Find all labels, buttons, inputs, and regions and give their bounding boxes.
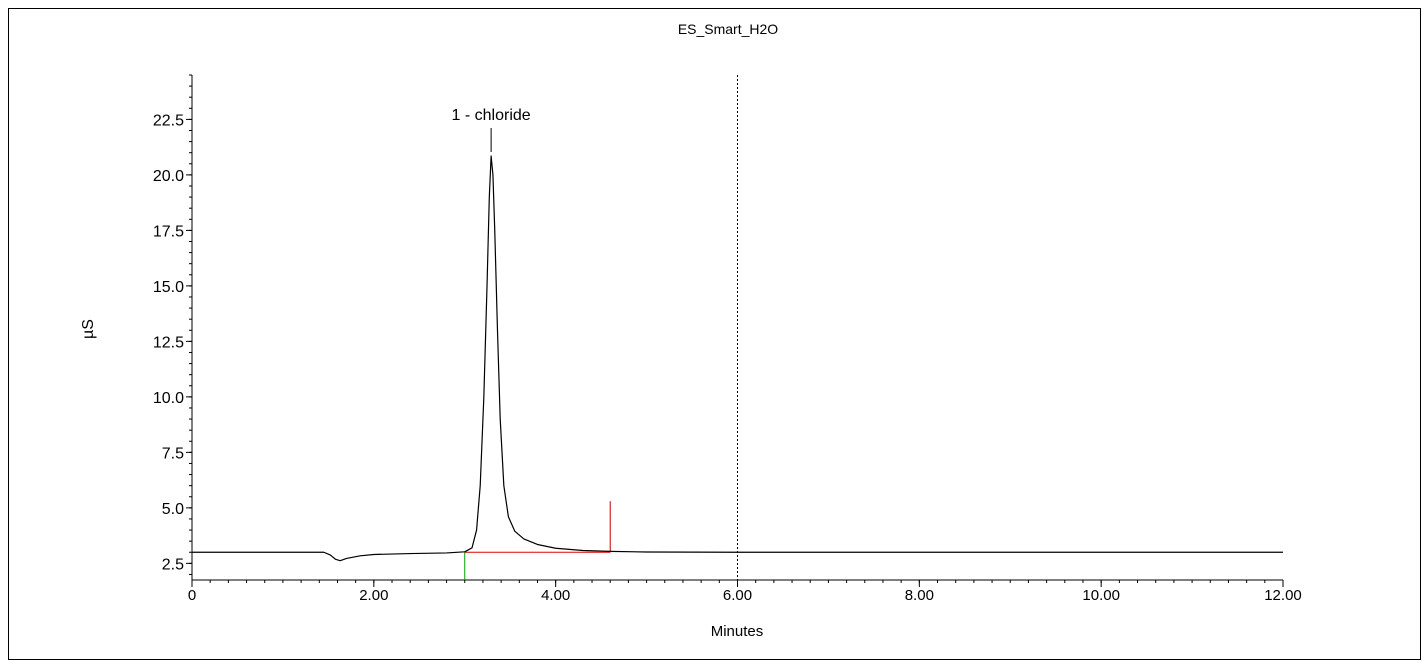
y-tick-label: 12.5 (153, 334, 184, 351)
x-tick-label: 2.00 (359, 587, 388, 604)
x-tick-label: 8.00 (905, 587, 934, 604)
x-tick-label: 0 (188, 587, 196, 604)
x-tick-label: 6.00 (723, 587, 752, 604)
x-tick-label: 4.00 (541, 587, 570, 604)
y-tick-label: 22.5 (153, 112, 184, 129)
y-tick-label: 15.0 (153, 279, 184, 296)
y-axis-label: µS (80, 319, 97, 339)
y-tick-label: 5.0 (162, 501, 184, 518)
y-tick-label: 20.0 (153, 168, 184, 185)
x-tick-label: 12.00 (1264, 587, 1302, 604)
y-tick-label: 17.5 (153, 223, 184, 240)
x-axis-label: Minutes (711, 623, 764, 640)
plot-area: 2.5 5.0 7.5 10.0 12.5 15.0 17.5 20.0 22.5 0 2.00 4.… (153, 74, 1302, 604)
peak-label: 1 - chloride (452, 107, 531, 124)
chromatogram-trace (192, 155, 1283, 562)
y-tick-label: 10.0 (153, 390, 184, 407)
y-tick-label: 7.5 (162, 445, 184, 462)
chart-title: ES_Smart_H2O (678, 21, 778, 37)
y-tick-label: 2.5 (162, 556, 184, 573)
chart-frame (8, 8, 1421, 660)
x-tick-label: 10.00 (1082, 587, 1120, 604)
